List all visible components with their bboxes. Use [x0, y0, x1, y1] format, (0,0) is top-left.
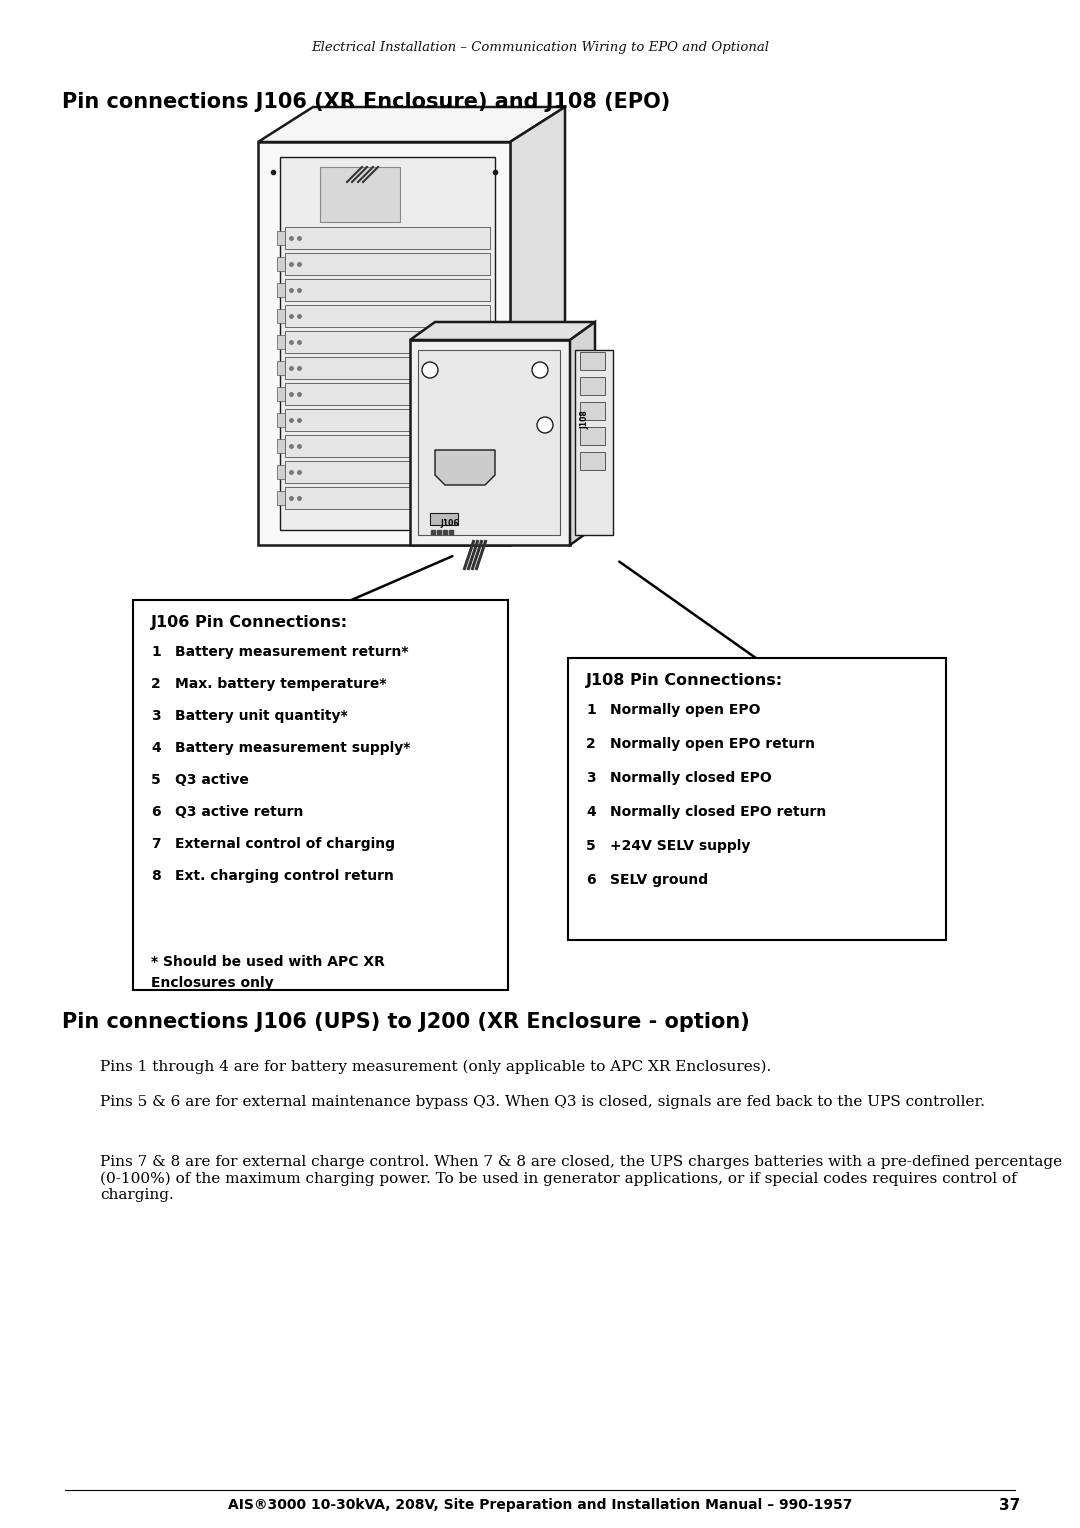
- Text: 1: 1: [586, 703, 596, 717]
- Bar: [285, 358, 490, 379]
- Text: J108: J108: [581, 411, 590, 429]
- Text: SELV ground: SELV ground: [610, 872, 708, 886]
- Bar: [285, 487, 490, 509]
- Text: Battery measurement return*: Battery measurement return*: [175, 645, 408, 659]
- Text: Q3 active return: Q3 active return: [175, 805, 303, 819]
- Bar: [575, 350, 613, 535]
- Polygon shape: [435, 451, 495, 484]
- Polygon shape: [410, 322, 595, 341]
- Text: Pin connections J106 (UPS) to J200 (XR Enclosure - option): Pin connections J106 (UPS) to J200 (XR E…: [62, 1012, 750, 1031]
- Bar: [285, 410, 490, 431]
- Polygon shape: [258, 142, 510, 545]
- Text: 3: 3: [586, 772, 596, 785]
- Bar: [285, 254, 490, 275]
- Text: 3: 3: [151, 709, 161, 723]
- Text: * Should be used with APC XR
Enclosures only: * Should be used with APC XR Enclosures …: [151, 955, 384, 990]
- Bar: [276, 283, 285, 296]
- Bar: [285, 332, 490, 353]
- Text: Max. battery temperature*: Max. battery temperature*: [175, 677, 387, 691]
- Polygon shape: [258, 107, 565, 142]
- Text: 4: 4: [151, 741, 161, 755]
- Bar: [580, 452, 605, 471]
- Text: Ext. charging control return: Ext. charging control return: [175, 869, 394, 883]
- Text: J108 Pin Connections:: J108 Pin Connections:: [586, 672, 783, 688]
- Text: 6: 6: [586, 872, 596, 886]
- Text: AIS®3000 10-30kVA, 208V, Site Preparation and Installation Manual – 990-1957: AIS®3000 10-30kVA, 208V, Site Preparatio…: [228, 1497, 852, 1513]
- Bar: [276, 413, 285, 426]
- Bar: [285, 228, 490, 249]
- Bar: [285, 306, 490, 327]
- Text: 6: 6: [151, 805, 161, 819]
- Bar: [276, 231, 285, 244]
- Text: +24V SELV supply: +24V SELV supply: [610, 839, 751, 853]
- Bar: [133, 601, 508, 990]
- Bar: [276, 490, 285, 504]
- Bar: [568, 659, 946, 940]
- Bar: [285, 461, 490, 483]
- Circle shape: [532, 362, 548, 377]
- Bar: [430, 513, 458, 526]
- Text: 37: 37: [999, 1497, 1021, 1513]
- Text: Normally closed EPO return: Normally closed EPO return: [610, 805, 826, 819]
- Text: 5: 5: [151, 773, 161, 787]
- Bar: [280, 157, 495, 530]
- Bar: [276, 309, 285, 322]
- Bar: [320, 167, 400, 222]
- Circle shape: [537, 417, 553, 432]
- Text: 1: 1: [151, 645, 161, 659]
- Bar: [285, 280, 490, 301]
- Circle shape: [422, 362, 438, 377]
- Text: J106 Pin Connections:: J106 Pin Connections:: [151, 614, 348, 630]
- Text: 8: 8: [151, 869, 161, 883]
- Text: Battery unit quantity*: Battery unit quantity*: [175, 709, 348, 723]
- Bar: [418, 350, 561, 535]
- Bar: [580, 402, 605, 420]
- Text: Q3 active: Q3 active: [175, 773, 248, 787]
- Text: External control of charging: External control of charging: [175, 837, 395, 851]
- Bar: [276, 465, 285, 478]
- Polygon shape: [510, 107, 565, 545]
- Text: 4: 4: [586, 805, 596, 819]
- Text: Pins 7 & 8 are for external charge control. When 7 & 8 are closed, the UPS charg: Pins 7 & 8 are for external charge contr…: [100, 1155, 1062, 1203]
- Text: Pins 1 through 4 are for battery measurement (only applicable to APC XR Enclosur: Pins 1 through 4 are for battery measure…: [100, 1060, 771, 1074]
- Text: Pin connections J106 (XR Enclosure) and J108 (EPO): Pin connections J106 (XR Enclosure) and …: [62, 92, 671, 112]
- Bar: [276, 439, 285, 452]
- Bar: [276, 257, 285, 270]
- Text: Normally open EPO return: Normally open EPO return: [610, 736, 815, 750]
- Text: Normally open EPO: Normally open EPO: [610, 703, 760, 717]
- Bar: [285, 435, 490, 457]
- Text: Normally closed EPO: Normally closed EPO: [610, 772, 772, 785]
- Text: J106: J106: [440, 518, 459, 527]
- Text: Electrical Installation – Communication Wiring to EPO and Optional: Electrical Installation – Communication …: [311, 41, 769, 55]
- Polygon shape: [570, 322, 595, 545]
- Bar: [276, 361, 285, 374]
- Text: Battery measurement supply*: Battery measurement supply*: [175, 741, 410, 755]
- Bar: [580, 377, 605, 396]
- Bar: [285, 384, 490, 405]
- Bar: [276, 387, 285, 400]
- Bar: [580, 426, 605, 445]
- Text: 5: 5: [586, 839, 596, 853]
- Bar: [580, 351, 605, 370]
- Bar: [276, 335, 285, 348]
- Text: 2: 2: [586, 736, 596, 750]
- Text: 7: 7: [151, 837, 161, 851]
- Text: Pins 5 & 6 are for external maintenance bypass Q3. When Q3 is closed, signals ar: Pins 5 & 6 are for external maintenance …: [100, 1096, 985, 1109]
- Text: 2: 2: [151, 677, 161, 691]
- Polygon shape: [410, 341, 570, 545]
